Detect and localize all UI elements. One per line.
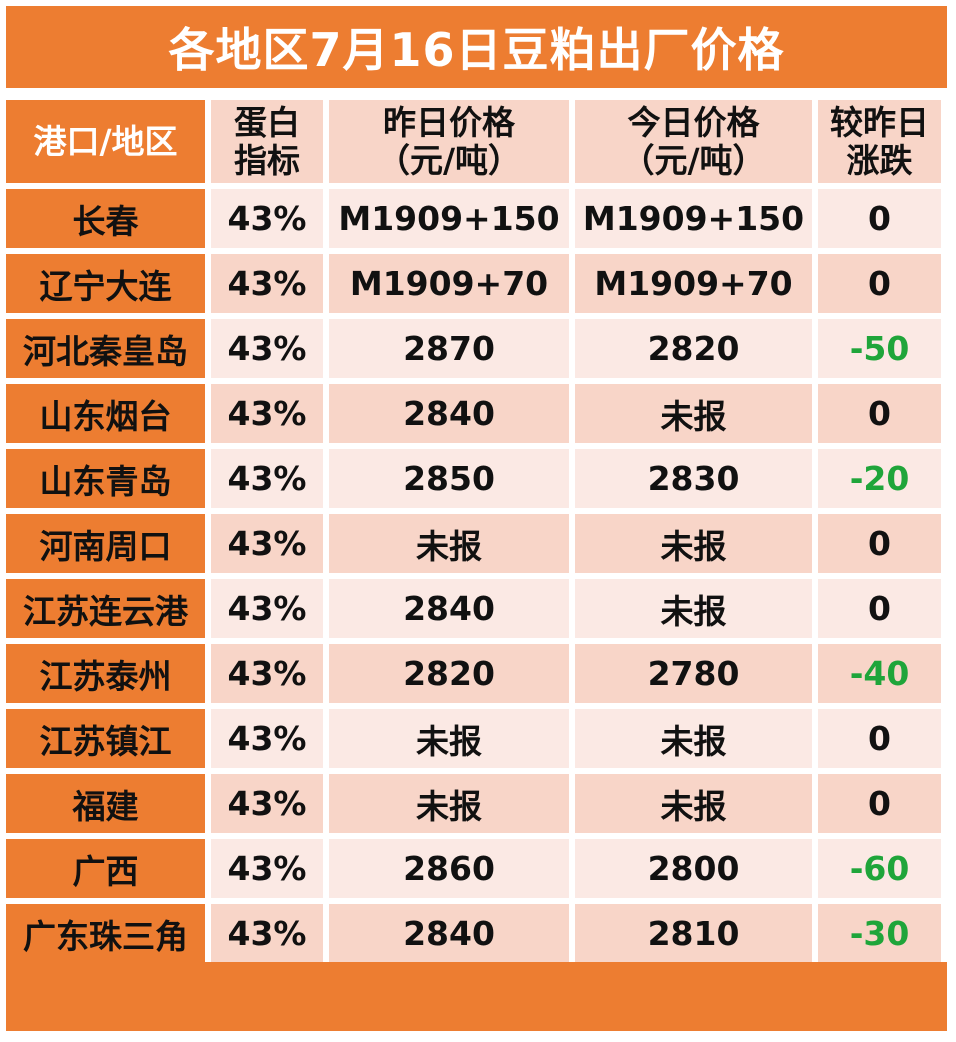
cell-today: 未报 [575,579,812,638]
header-row: 港口/地区 蛋白 指标 昨日价格 （元/吨） 今日价格 （元/吨） 较昨日 涨跌 [6,100,941,183]
cell-yesterday: 2820 [329,644,569,703]
cell-yesterday: M1909+70 [329,254,569,313]
header-region: 港口/地区 [6,100,205,183]
cell-protein: 43% [211,514,323,573]
table-row: 江苏泰州 43% 2820 2780 -40 [6,644,941,703]
cell-today: 2810 [575,904,812,963]
cell-protein: 43% [211,449,323,508]
header-today-line-2: （元/吨） [621,140,766,180]
cell-region: 河北秦皇岛 [6,319,205,378]
cell-protein: 43% [211,904,323,963]
cell-protein: 43% [211,774,323,833]
cell-protein: 43% [211,189,323,248]
cell-protein: 43% [211,644,323,703]
cell-yesterday: 未报 [329,709,569,768]
header-protein-line-1: 蛋白 [234,102,300,142]
cell-protein: 43% [211,709,323,768]
cell-yesterday: 2850 [329,449,569,508]
header-region-label: 港口/地区 [33,121,178,161]
cell-region: 辽宁大连 [6,254,205,313]
cell-today: 2780 [575,644,812,703]
cell-change: 0 [818,254,941,313]
cell-today: M1909+70 [575,254,812,313]
cell-region: 广西 [6,839,205,898]
cell-region: 江苏泰州 [6,644,205,703]
header-protein-line-2: 指标 [234,140,300,180]
header-today: 今日价格 （元/吨） [575,100,812,183]
cell-today: 未报 [575,774,812,833]
cell-today: M1909+150 [575,189,812,248]
cell-change: 0 [818,579,941,638]
header-today-line-1: 今日价格 [627,102,760,142]
cell-yesterday: 2840 [329,384,569,443]
table-row: 江苏镇江 43% 未报 未报 0 [6,709,941,768]
table-title: 各地区7月16日豆粕出厂价格 [6,6,947,88]
cell-change: 0 [818,709,941,768]
header-protein: 蛋白 指标 [211,100,323,183]
header-change-line-1: 较昨日 [830,102,929,142]
cell-yesterday: 2870 [329,319,569,378]
cell-today: 未报 [575,384,812,443]
cell-today: 2820 [575,319,812,378]
cell-today: 未报 [575,709,812,768]
cell-region: 山东烟台 [6,384,205,443]
price-table-frame: 各地区7月16日豆粕出厂价格 港口/地区 蛋白 指标 昨日价格 （元/吨） [6,6,947,1031]
cell-yesterday: 2840 [329,904,569,963]
cell-yesterday: 未报 [329,514,569,573]
table-row: 江苏连云港 43% 2840 未报 0 [6,579,941,638]
cell-region: 江苏连云港 [6,579,205,638]
table-row: 河北秦皇岛 43% 2870 2820 -50 [6,319,941,378]
cell-region: 福建 [6,774,205,833]
footer-bar [6,962,947,1031]
header-yesterday-line-2: （元/吨） [376,140,522,180]
cell-today: 2830 [575,449,812,508]
table-row: 山东烟台 43% 2840 未报 0 [6,384,941,443]
table-row: 河南周口 43% 未报 未报 0 [6,514,941,573]
cell-change: -40 [818,644,941,703]
cell-region: 山东青岛 [6,449,205,508]
cell-region: 河南周口 [6,514,205,573]
header-change: 较昨日 涨跌 [818,100,941,183]
cell-yesterday: 2860 [329,839,569,898]
cell-protein: 43% [211,254,323,313]
cell-change: -20 [818,449,941,508]
header-yesterday: 昨日价格 （元/吨） [329,100,569,183]
cell-protein: 43% [211,319,323,378]
table-row: 山东青岛 43% 2850 2830 -20 [6,449,941,508]
table-row: 长春 43% M1909+150 M1909+150 0 [6,189,941,248]
cell-change: -30 [818,904,941,963]
header-yesterday-line-1: 昨日价格 [383,102,515,142]
cell-protein: 43% [211,384,323,443]
table-row: 广东珠三角 43% 2840 2810 -30 [6,904,941,963]
price-table: 港口/地区 蛋白 指标 昨日价格 （元/吨） 今日价格 （元/吨） 较昨日 涨跌 [0,94,947,969]
cell-change: -50 [818,319,941,378]
cell-change: -60 [818,839,941,898]
cell-region: 江苏镇江 [6,709,205,768]
cell-change: 0 [818,384,941,443]
table-body: 长春 43% M1909+150 M1909+150 0 辽宁大连 43% M1909+70 M… [6,189,941,963]
cell-today: 2800 [575,839,812,898]
cell-region: 广东珠三角 [6,904,205,963]
header-change-line-2: 涨跌 [846,140,913,180]
cell-yesterday: M1909+150 [329,189,569,248]
table-row: 福建 43% 未报 未报 0 [6,774,941,833]
cell-change: 0 [818,514,941,573]
table-row: 广西 43% 2860 2800 -60 [6,839,941,898]
cell-today: 未报 [575,514,812,573]
cell-yesterday: 未报 [329,774,569,833]
cell-protein: 43% [211,579,323,638]
cell-change: 0 [818,774,941,833]
table-row: 辽宁大连 43% M1909+70 M1909+70 0 [6,254,941,313]
cell-protein: 43% [211,839,323,898]
cell-yesterday: 2840 [329,579,569,638]
cell-change: 0 [818,189,941,248]
cell-region: 长春 [6,189,205,248]
